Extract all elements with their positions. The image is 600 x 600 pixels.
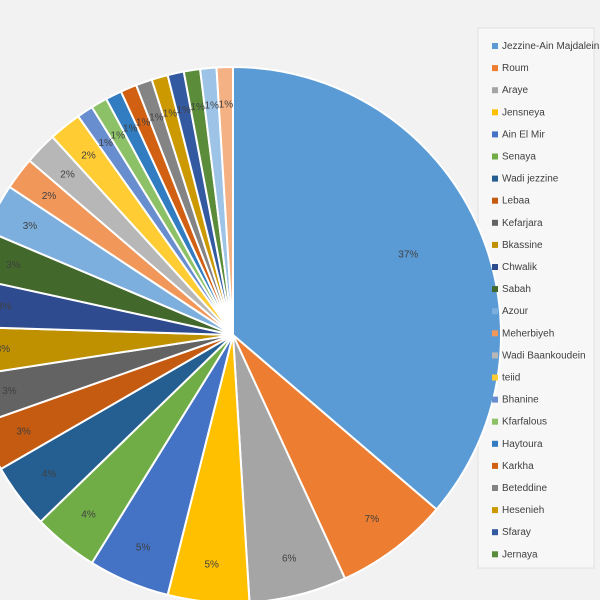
- legend-swatch-14: [492, 330, 498, 337]
- slice-data-label-18: 1%: [111, 130, 126, 141]
- legend-entry-15: Wadi Baankoudein: [502, 350, 586, 361]
- legend-entry-17: Bhanine: [502, 395, 539, 406]
- legend-entry-20: Karkha: [502, 461, 534, 472]
- legend-entry-14: Meherbiyeh: [502, 328, 554, 339]
- legend-swatch-8: [492, 197, 498, 204]
- pie-slice-26: [215, 65, 234, 336]
- legend-swatch-12: [492, 286, 498, 293]
- slice-data-label-2: 7%: [365, 514, 380, 525]
- legend-swatch-3: [492, 87, 498, 94]
- legend-entry-7: Wadi jezzine: [502, 174, 559, 185]
- slice-data-label-16: 2%: [81, 150, 96, 161]
- slice-data-label-21: 1%: [149, 113, 164, 124]
- legend-swatch-23: [492, 529, 498, 536]
- legend-swatch-16: [492, 374, 498, 381]
- legend-swatch-6: [492, 153, 498, 160]
- legend-swatch-18: [492, 418, 498, 425]
- pie-slice-3: [232, 334, 347, 600]
- legend-entry-2: Roum: [502, 63, 529, 74]
- legend-entry-4: Jensneya: [502, 107, 545, 118]
- slice-data-label-7: 4%: [42, 469, 57, 480]
- legend-swatch-9: [492, 219, 498, 226]
- slice-data-label-12: 3%: [6, 260, 21, 271]
- legend-entry-12: Sabah: [502, 284, 531, 295]
- legend-entry-10: Bkassine: [502, 240, 543, 251]
- slice-data-label-20: 1%: [136, 118, 151, 129]
- legend-swatch-1: [492, 43, 498, 49]
- legend-entry-18: Kfarfalous: [502, 417, 547, 428]
- slice-data-label-3: 6%: [282, 554, 297, 565]
- legend: Jezzine-Ain Majdalein Roum Araye Jensneya Ai…: [492, 41, 599, 560]
- pie-data-labels: 37%7%6%5%5%4%4%3%3%3%3%3%3%2%2%2%1%1%1%1…: [0, 100, 418, 571]
- pie-slice-9: [0, 334, 234, 419]
- legend-entry-13: Azour: [502, 306, 529, 317]
- slice-data-label-14: 2%: [42, 191, 57, 202]
- pie-slice-2: [232, 334, 438, 580]
- legend-swatch-22: [492, 507, 498, 514]
- legend-swatch-2: [492, 65, 498, 72]
- legend-swatch-24: [492, 551, 498, 558]
- slice-data-label-15: 2%: [60, 170, 75, 181]
- legend-swatch-7: [492, 175, 498, 182]
- slice-data-label-4: 5%: [205, 559, 220, 570]
- slice-data-label-10: 3%: [0, 344, 10, 355]
- slice-data-label-22: 1%: [163, 108, 178, 119]
- legend-entry-5: Ain El Mir: [502, 129, 545, 140]
- legend-entry-9: Kefarjara: [502, 218, 543, 229]
- slice-data-label-1: 37%: [398, 249, 418, 260]
- legend-swatch-13: [492, 308, 498, 315]
- slice-data-label-24: 1%: [190, 102, 205, 113]
- legend-swatch-15: [492, 352, 498, 359]
- slice-data-label-17: 1%: [98, 138, 113, 149]
- slice-data-label-13: 3%: [23, 221, 38, 232]
- legend-swatch-4: [492, 109, 498, 116]
- legend-entry-1: Jezzine-Ain Majdalein: [502, 41, 599, 52]
- legend-entry-19: Haytoura: [502, 439, 543, 450]
- legend-swatch-20: [492, 462, 498, 469]
- slice-data-label-26: 1%: [219, 100, 234, 111]
- legend-entry-8: Lebaa: [502, 196, 530, 207]
- pie-slice-1: [232, 65, 503, 511]
- slice-data-label-9: 3%: [2, 386, 17, 397]
- pie-slice-8: [0, 334, 234, 471]
- slice-data-label-6: 4%: [81, 510, 96, 521]
- pie-slice-10: [0, 326, 234, 373]
- slice-data-label-11: 3%: [0, 302, 12, 313]
- slice-data-label-8: 3%: [16, 426, 31, 437]
- legend-entry-16: teiid: [502, 373, 520, 384]
- slice-data-label-25: 1%: [205, 101, 220, 112]
- legend-entry-24: Jernaya: [502, 549, 538, 560]
- slice-data-label-19: 1%: [123, 124, 138, 135]
- legend-swatch-21: [492, 485, 498, 491]
- legend-entry-3: Araye: [502, 85, 529, 96]
- legend-swatch-5: [492, 131, 498, 138]
- legend-swatch-19: [492, 440, 498, 447]
- legend-entry-23: Sfaray: [502, 527, 531, 538]
- slice-data-label-23: 1%: [176, 105, 191, 116]
- legend-swatch-17: [492, 396, 498, 403]
- legend-swatch-11: [492, 264, 498, 270]
- legend-entry-22: Hesenieh: [502, 505, 544, 516]
- legend-entry-11: Chwalik: [502, 262, 538, 273]
- slice-data-label-5: 5%: [136, 542, 151, 553]
- legend-swatch-10: [492, 241, 498, 248]
- legend-entry-21: Beteddine: [502, 483, 547, 494]
- pie-slices: [0, 65, 503, 600]
- legend-entry-6: Senaya: [502, 152, 536, 163]
- pie-slice-12: [0, 235, 234, 336]
